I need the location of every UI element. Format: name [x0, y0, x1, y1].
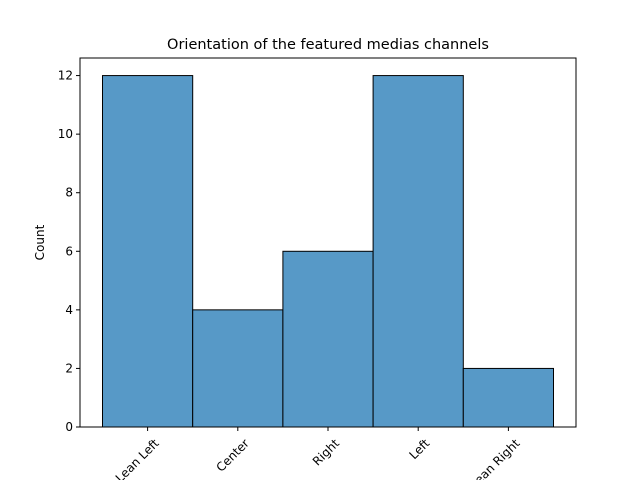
- x-axis-ticks: Lean Left Center Right Left Lean Right: [113, 427, 523, 480]
- bar-center: [192, 309, 284, 428]
- y-tick-label: 8: [65, 186, 73, 200]
- y-tick-label: 4: [65, 303, 73, 317]
- x-tick-label: Left: [406, 436, 432, 462]
- bar-lean-left: [102, 75, 194, 428]
- x-tick-label: Right: [310, 436, 342, 468]
- y-tick-label: 10: [58, 127, 73, 141]
- plot-frame: [79, 57, 577, 428]
- bars-group: [102, 75, 554, 428]
- bar-lean-right: [462, 367, 554, 428]
- y-axis-ticks: 0 2 4 6 8 10 12: [58, 69, 80, 434]
- y-tick-label: 0: [65, 420, 73, 434]
- y-tick-label: 2: [65, 361, 73, 375]
- y-tick-label: 12: [58, 69, 73, 83]
- chart-title: Orientation of the featured medias chann…: [167, 37, 489, 53]
- y-tick-label: 6: [65, 244, 73, 258]
- x-tick-label: Center: [213, 436, 252, 475]
- y-axis-label: Count: [33, 224, 47, 260]
- bar-left: [372, 75, 464, 428]
- bar-right: [282, 250, 374, 428]
- x-tick-label: Lean Right: [467, 436, 523, 480]
- x-tick-label: Lean Left: [113, 436, 162, 480]
